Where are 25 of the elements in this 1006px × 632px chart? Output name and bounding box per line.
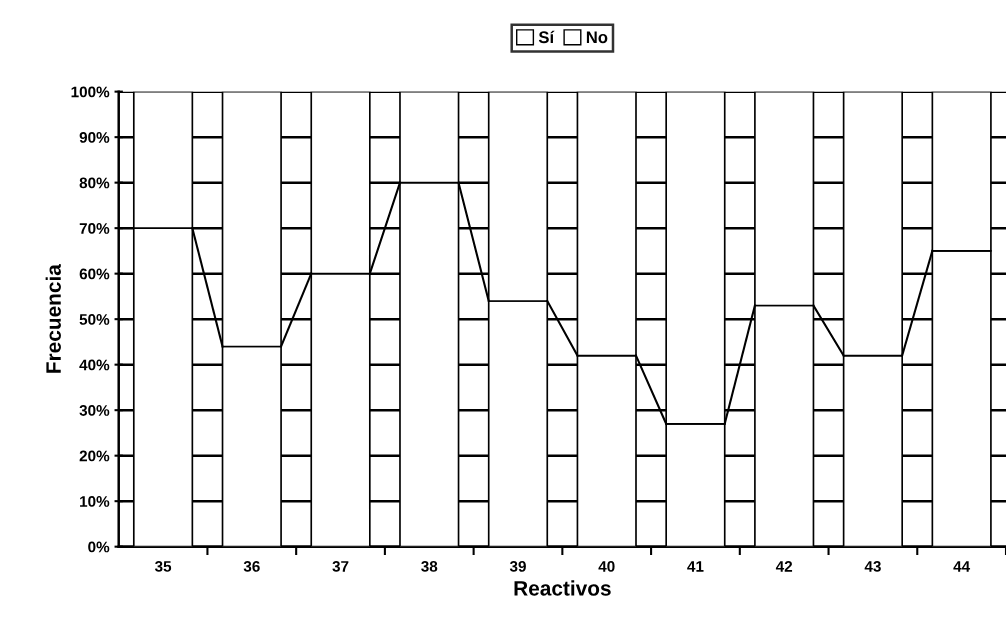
x-axis-title: Reactivos [514, 580, 611, 596]
x-tick-label: 37 [332, 560, 349, 572]
y-tick-label: 0% [88, 541, 110, 553]
y-tick-label: 20% [79, 450, 110, 462]
y-axis-title: Frecuencia [45, 264, 61, 373]
x-tick-label: 39 [509, 560, 526, 572]
y-tick-label: 100% [71, 86, 110, 98]
x-tick-label: 42 [775, 560, 793, 572]
y-tick-label: 60% [79, 268, 110, 280]
legend-label: Sí [538, 30, 555, 44]
y-tick-label: 90% [79, 132, 110, 143]
y-tick-label: 30% [79, 405, 110, 416]
x-tick-label: 35 [154, 560, 172, 572]
y-tick-label: 10% [80, 496, 110, 507]
y-tick-label: 50% [79, 314, 110, 325]
x-tick-label: 43 [864, 560, 881, 572]
y-tick-label: 80% [79, 177, 110, 189]
y-tick-label: 70% [79, 223, 110, 234]
x-tick-label: 38 [421, 560, 438, 572]
y-tick-label: 40% [79, 359, 110, 371]
x-tick-label: 36 [243, 560, 260, 572]
x-tick-label: 41 [687, 561, 704, 572]
x-tick-label: 44 [953, 561, 971, 572]
x-tick-label: 40 [598, 560, 615, 572]
legend-label: No [586, 31, 608, 44]
